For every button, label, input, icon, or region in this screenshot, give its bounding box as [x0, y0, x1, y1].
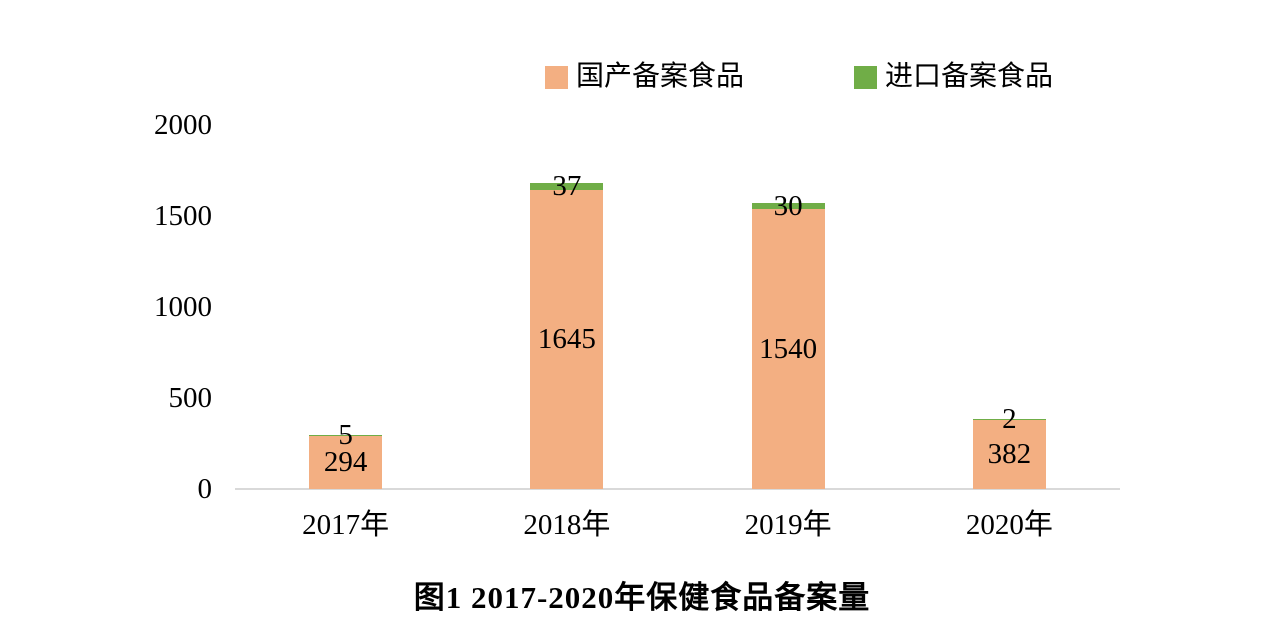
legend-swatch-imported-icon: [854, 65, 877, 89]
x-label-2018年: 2018年: [523, 509, 611, 541]
bar-segment-imported-2019年: [751, 203, 825, 209]
legend-swatch-domestic-icon: [545, 65, 568, 89]
x-axis-line: [235, 488, 1120, 490]
bar-segment-domestic-2017年: [309, 435, 383, 489]
bar-segment-imported-2018年: [530, 182, 604, 190]
legend-label-domestic: 国产备案食品: [576, 61, 745, 92]
data-label-imported-2020年: 2: [1002, 403, 1017, 436]
y-tick-1500: 1500: [154, 200, 212, 232]
y-tick-1000: 1000: [154, 291, 212, 323]
bar-segment-domestic-2019年: [751, 208, 825, 489]
bar-segment-imported-2017年: [309, 434, 383, 436]
data-label-imported-2019年: 30: [773, 189, 803, 222]
data-label-imported-2017年: 5: [338, 419, 353, 452]
y-tick-2000: 2000: [154, 109, 212, 141]
data-label-domestic-2017年: 294: [323, 446, 368, 479]
legend-label-imported: 进口备案食品: [885, 61, 1054, 92]
bar-segment-domestic-2018年: [530, 189, 604, 489]
chart-title: 图1 2017-2020年保健食品备案量: [413, 580, 871, 615]
data-label-domestic-2019年: 1540: [759, 332, 818, 365]
data-label-domestic-2020年: 382: [987, 438, 1032, 471]
x-label-2017年: 2017年: [302, 509, 390, 541]
x-label-2019年: 2019年: [744, 509, 832, 541]
data-label-imported-2018年: 37: [552, 170, 582, 203]
y-tick-500: 500: [168, 382, 213, 414]
legend-item-domestic: 国产备案食品: [545, 60, 744, 94]
bar-segment-domestic-2020年: [972, 419, 1046, 489]
legend-item-imported: 进口备案食品: [854, 60, 1053, 94]
x-label-2020年: 2020年: [965, 509, 1053, 541]
data-label-domestic-2018年: 1645: [537, 323, 596, 356]
y-tick-0: 0: [197, 473, 213, 505]
